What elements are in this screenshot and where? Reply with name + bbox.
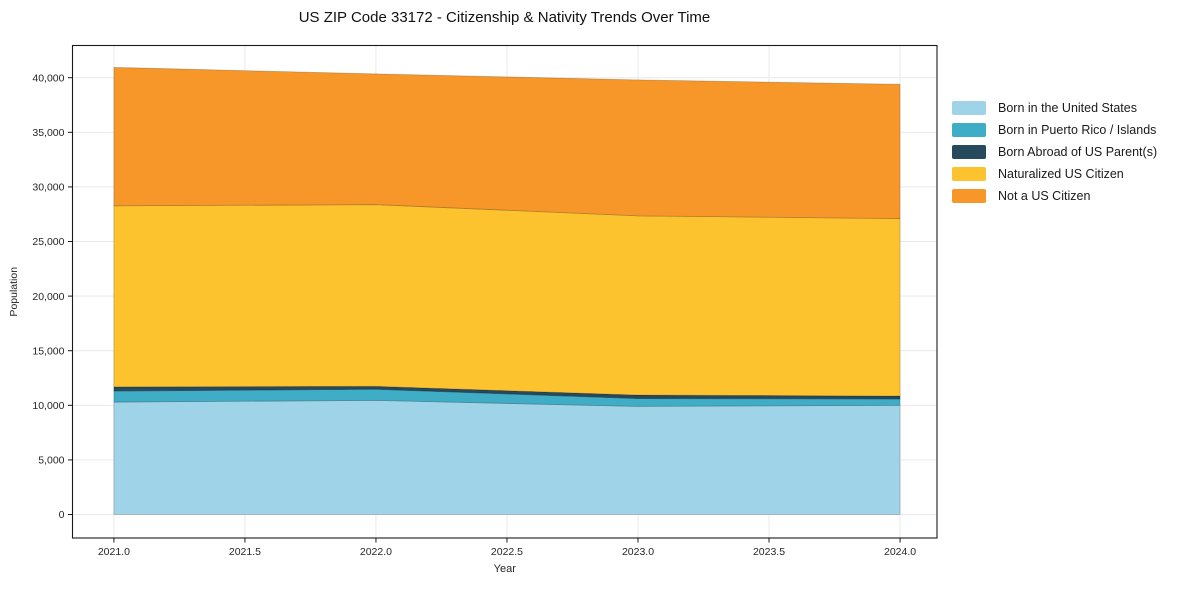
y-tick-label: 5,000 xyxy=(38,455,64,467)
legend-label: Born in Puerto Rico / Islands xyxy=(998,123,1157,137)
legend-swatch xyxy=(952,145,986,159)
legend-label: Born in the United States xyxy=(998,101,1137,115)
legend-item: Born in Puerto Rico / Islands xyxy=(952,123,1157,137)
legend-swatch xyxy=(952,189,986,203)
x-tick-label: 2022.5 xyxy=(491,546,523,558)
legend-swatch xyxy=(952,167,986,181)
x-tick-label: 2022.0 xyxy=(360,546,392,558)
y-tick-label: 35,000 xyxy=(32,127,64,139)
y-tick-label: 10,000 xyxy=(32,400,64,412)
area-series-not-a-us-citizen xyxy=(113,66,901,219)
area-series-naturalized-us-citizen xyxy=(113,204,901,397)
y-axis-label: Population xyxy=(8,267,20,317)
y-tick-label: 40,000 xyxy=(32,72,64,84)
legend-label: Not a US Citizen xyxy=(998,189,1091,203)
x-tick-label: 2021.0 xyxy=(98,546,130,558)
legend-item: Born in the United States xyxy=(952,101,1157,115)
y-tick-label: 20,000 xyxy=(32,291,64,303)
legend-swatch xyxy=(952,123,986,137)
y-tick-label: 25,000 xyxy=(32,236,64,248)
x-tick-label: 2024.0 xyxy=(884,546,916,558)
x-tick-label: 2021.5 xyxy=(229,546,261,558)
legend-swatch xyxy=(952,101,986,115)
x-tick-label: 2023.0 xyxy=(622,546,654,558)
legend-label: Born Abroad of US Parent(s) xyxy=(998,145,1158,159)
legend: Born in the United States Born in Puerto… xyxy=(952,101,1157,203)
y-tick-label: 30,000 xyxy=(32,182,64,194)
area-series-born-in-the-united-states xyxy=(113,400,901,515)
y-tick-label: 0 xyxy=(59,509,65,521)
x-tick-label: 2023.5 xyxy=(753,546,785,558)
legend-item: Born Abroad of US Parent(s) xyxy=(952,145,1157,159)
plot-border xyxy=(71,44,938,539)
y-tick-label: 15,000 xyxy=(32,345,64,357)
legend-item: Not a US Citizen xyxy=(952,189,1157,203)
x-axis-label: Year xyxy=(494,563,517,575)
chart-title: US ZIP Code 33172 - Citizenship & Nativi… xyxy=(298,9,711,26)
legend-item: Naturalized US Citizen xyxy=(952,167,1157,181)
area-series-born-abroad-of-us-parent-s- xyxy=(113,385,901,400)
legend-label: Naturalized US Citizen xyxy=(998,167,1124,181)
